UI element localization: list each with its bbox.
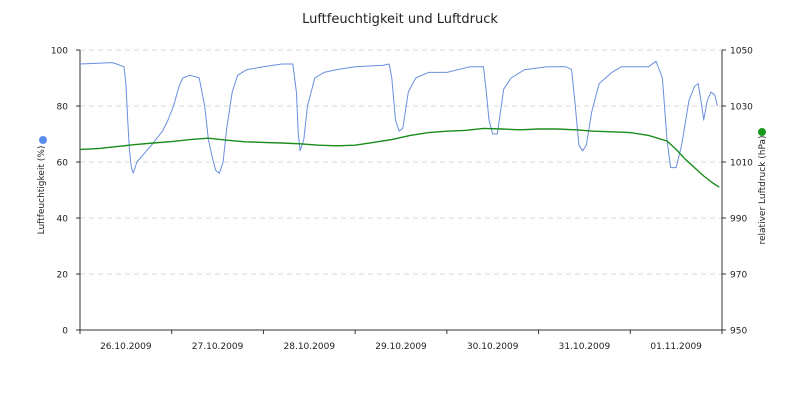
left-y-axis-marker bbox=[39, 136, 47, 144]
grid-lines bbox=[80, 49, 722, 275]
left-y-tick-label: 40 bbox=[57, 215, 69, 225]
chart-title: Luftfeuchtigkeit und Luftdruck bbox=[302, 12, 498, 27]
right-y-axis-label: relativer Luftdruck (hPa) bbox=[758, 135, 768, 244]
right-y-tick-label: 970 bbox=[730, 271, 747, 281]
x-tick-label: 28.10.2009 bbox=[284, 342, 336, 352]
x-tick-labels: 26.10.2009 27.10.2009 28.10.2009 29.10.2009… bbox=[100, 342, 702, 352]
series-line-luftdruck bbox=[79, 127, 720, 188]
left-y-tick-label: 80 bbox=[57, 103, 69, 113]
right-y-tick-label: 1010 bbox=[730, 159, 753, 169]
right-y-tick-label: 990 bbox=[730, 215, 747, 225]
right-y-axis-marker bbox=[758, 128, 766, 136]
series-group bbox=[79, 60, 720, 188]
left-y-axis-label: Luftfeuchtigkeit (%) bbox=[37, 146, 47, 235]
right-y-tick-label: 950 bbox=[730, 327, 747, 337]
series-line-luftfeuchtigkeit bbox=[79, 60, 718, 174]
left-y-tick-label: 0 bbox=[62, 327, 68, 337]
right-y-tick-label: 1030 bbox=[730, 103, 753, 113]
right-y-tick-labels: 950 970 990 1010 1030 1050 bbox=[730, 47, 753, 337]
left-y-tick-labels: 0 20 40 60 80 100 bbox=[51, 47, 68, 337]
x-tick-label: 27.10.2009 bbox=[192, 342, 244, 352]
x-tick-label: 26.10.2009 bbox=[100, 342, 152, 352]
left-y-tick-label: 60 bbox=[57, 159, 69, 169]
left-y-tick-label: 20 bbox=[57, 271, 69, 281]
x-tick-label: 01.11.2009 bbox=[650, 342, 702, 352]
x-tick-label: 30.10.2009 bbox=[467, 342, 519, 352]
right-y-tick-label: 1050 bbox=[730, 47, 753, 57]
x-tick-label: 31.10.2009 bbox=[559, 342, 611, 352]
axes bbox=[76, 49, 726, 334]
left-y-tick-label: 100 bbox=[51, 47, 68, 57]
x-tick-label: 29.10.2009 bbox=[375, 342, 427, 352]
